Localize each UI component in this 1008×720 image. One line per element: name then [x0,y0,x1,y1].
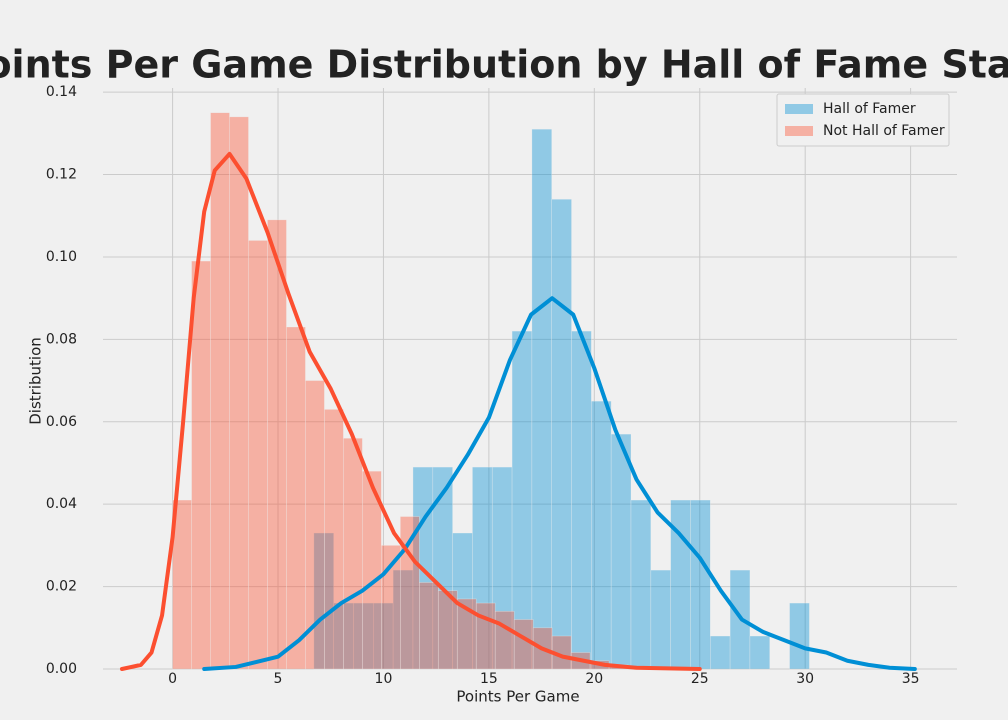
legend-swatch [785,126,813,136]
legend: Hall of Famer Not Hall of Famer [776,93,950,147]
x-tick-label: 10 [375,671,393,687]
histogram-bar [286,326,306,670]
histogram-bar [191,260,211,670]
histogram-bar [210,112,230,670]
histogram-bar [571,330,592,670]
legend-label: Not Hall of Famer [823,123,945,139]
x-tick-label: 5 [274,671,283,687]
histogram-bar [494,611,515,670]
x-tick-label: 30 [796,671,814,687]
legend-swatch [785,104,813,114]
x-tick-label: 0 [168,671,177,687]
x-tick-label: 25 [691,671,709,687]
y-tick-label: 0.00 [46,661,77,677]
y-tick-label: 0.08 [46,331,77,347]
histogram-bar [551,198,572,670]
histogram-bar [267,219,287,670]
legend-box [776,93,950,147]
x-tick-label: 20 [585,671,603,687]
histogram-bar [511,330,533,670]
y-tick-label: 0.04 [46,496,77,512]
histogram-bar [690,499,711,670]
histogram-bar [749,635,771,670]
y-tick-label: 0.12 [46,167,77,183]
histogram-bar [610,433,632,670]
y-tick-label: 0.14 [46,84,77,100]
histogram-bar [591,400,612,670]
histogram-bar [248,240,268,670]
histogram-bar [343,437,363,670]
x-tick-label: 15 [480,671,498,687]
histogram-bar [229,116,249,670]
y-axis-label: Distribution [27,337,45,425]
legend-label: Hall of Famer [823,101,916,117]
histogram-bar [475,602,496,670]
histogram-bar [630,499,652,670]
histogram-bar [324,409,344,670]
y-tick-label: 0.06 [46,414,77,430]
y-tick-label: 0.10 [46,249,77,265]
x-axis-label: Points Per Game [456,688,579,706]
histogram-bar [709,635,731,670]
histogram-bar [418,582,439,670]
y-tick-label: 0.02 [46,579,77,595]
histogram-bar [513,619,534,670]
chart-title: Points Per Game Distribution by Hall of … [0,43,1008,87]
kde-line [119,151,702,671]
histogram-bar [789,602,810,670]
histogram-bar [531,128,553,670]
histogram-bar [650,569,671,670]
x-tick-label: 35 [902,671,920,687]
kde-line [202,296,917,671]
